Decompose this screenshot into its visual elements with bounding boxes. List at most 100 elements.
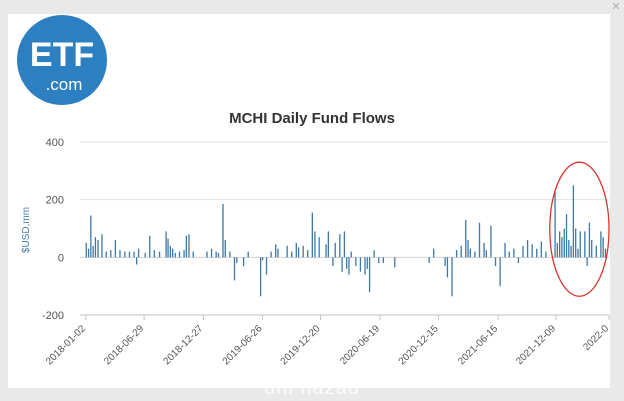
flow-bar bbox=[124, 251, 126, 258]
flow-bar bbox=[325, 244, 327, 258]
flow-bar bbox=[499, 257, 501, 287]
y-tick-label: 400 bbox=[46, 137, 64, 149]
x-tick-label: 2019-06-26 bbox=[221, 323, 265, 367]
flow-bar bbox=[446, 257, 449, 278]
flow-bar bbox=[270, 251, 272, 258]
flow-bar bbox=[526, 240, 529, 258]
flow-bar bbox=[348, 257, 350, 275]
flow-bar bbox=[318, 237, 320, 258]
flow-bar bbox=[242, 257, 245, 266]
x-tick-label: 2020-12-15 bbox=[397, 323, 441, 367]
flow-bar bbox=[602, 237, 604, 258]
flow-bar bbox=[455, 250, 458, 258]
flow-bar bbox=[222, 203, 224, 258]
bar-series bbox=[85, 185, 607, 297]
y-axis-label: $USD,mm bbox=[21, 207, 32, 253]
flow-bar bbox=[444, 257, 446, 266]
flow-bar bbox=[350, 251, 352, 258]
flow-bar bbox=[584, 231, 586, 258]
flow-bar bbox=[467, 240, 469, 258]
flow-bar bbox=[183, 250, 185, 258]
flow-bar bbox=[92, 245, 94, 258]
flow-bar bbox=[314, 231, 316, 258]
flow-bar bbox=[217, 253, 220, 258]
flow-bar bbox=[286, 245, 288, 258]
flow-bar bbox=[210, 248, 213, 258]
flow-bar bbox=[90, 215, 92, 258]
y-tick-label: 0 bbox=[58, 252, 64, 264]
flow-bar bbox=[128, 251, 131, 258]
flow-bar bbox=[561, 237, 563, 258]
flow-bar bbox=[465, 219, 467, 258]
x-tick-label: 2018-01-02 bbox=[44, 323, 88, 367]
flow-bar bbox=[169, 245, 171, 258]
flow-bar bbox=[311, 212, 313, 258]
flow-bar bbox=[451, 257, 453, 297]
flow-bar bbox=[302, 245, 304, 258]
flow-bar bbox=[332, 257, 334, 266]
y-tick-labels: -200 0 200 400 bbox=[42, 137, 64, 322]
flow-bar bbox=[382, 257, 384, 264]
highlight-annotation bbox=[549, 161, 610, 297]
flow-bar bbox=[236, 257, 238, 264]
y-tick-label: 200 bbox=[46, 195, 64, 207]
flow-bar bbox=[341, 257, 343, 272]
flow-bar bbox=[513, 248, 515, 258]
flow-bar bbox=[229, 251, 231, 258]
x-tick-label: 2020-06-19 bbox=[338, 323, 382, 367]
flow-bar bbox=[508, 251, 510, 258]
flow-bar bbox=[247, 251, 249, 258]
x-tick-label: 2021-12-09 bbox=[514, 323, 558, 367]
flow-bar bbox=[504, 242, 506, 258]
logo-circle bbox=[17, 15, 107, 105]
flow-bar bbox=[144, 253, 146, 258]
close-icon[interactable]: × bbox=[611, 0, 621, 15]
flow-bar bbox=[540, 241, 542, 258]
flow-bar bbox=[517, 257, 520, 264]
flow-bar bbox=[87, 248, 90, 258]
highlight-ellipse bbox=[549, 161, 610, 297]
flow-bar bbox=[343, 231, 346, 258]
flow-bar bbox=[575, 228, 577, 258]
flow-bar bbox=[490, 225, 492, 258]
etf-logo[interactable]: ETF .com bbox=[16, 14, 108, 106]
flow-bar bbox=[259, 257, 262, 297]
flow-bar bbox=[474, 251, 476, 258]
flow-bar bbox=[591, 240, 593, 258]
flow-bar bbox=[94, 237, 97, 258]
flow-bar bbox=[565, 214, 568, 258]
flow-bar bbox=[556, 242, 559, 258]
x-tick-label: 2022-0 bbox=[581, 323, 611, 353]
flow-bar bbox=[165, 231, 167, 258]
flow-bar bbox=[531, 244, 533, 258]
flow-bar bbox=[136, 257, 138, 265]
flow-bar bbox=[206, 251, 208, 258]
flow-bar bbox=[595, 245, 597, 258]
flow-bar bbox=[327, 231, 330, 258]
x-tick-label: 2019-12-20 bbox=[279, 323, 323, 367]
x-tick-label: 2018-12-27 bbox=[161, 323, 205, 367]
flow-bar bbox=[394, 257, 396, 268]
flow-bar bbox=[334, 242, 336, 258]
flow-bar bbox=[433, 248, 435, 258]
flow-bar bbox=[485, 250, 488, 258]
flow-bar bbox=[178, 251, 181, 258]
flow-bar bbox=[355, 257, 357, 266]
flow-bar bbox=[149, 235, 151, 258]
flow-bar bbox=[188, 234, 190, 258]
flow-bar bbox=[536, 248, 538, 258]
flow-bar bbox=[167, 238, 169, 258]
flow-bar bbox=[105, 251, 107, 258]
flow-bar bbox=[368, 257, 371, 292]
flow-bar bbox=[373, 250, 375, 258]
logo-text-main: ETF bbox=[30, 36, 94, 74]
flow-bar bbox=[297, 247, 300, 258]
flow-bar bbox=[307, 250, 309, 258]
flow-bar bbox=[572, 185, 575, 258]
flow-bar bbox=[478, 222, 481, 258]
flow-bar bbox=[570, 245, 572, 258]
chart-modal bbox=[8, 14, 610, 388]
x-axis: 2018-01-02 2018-06-29 2018-12-27 2019-06-26… bbox=[44, 314, 611, 367]
flow-bar bbox=[554, 191, 556, 258]
